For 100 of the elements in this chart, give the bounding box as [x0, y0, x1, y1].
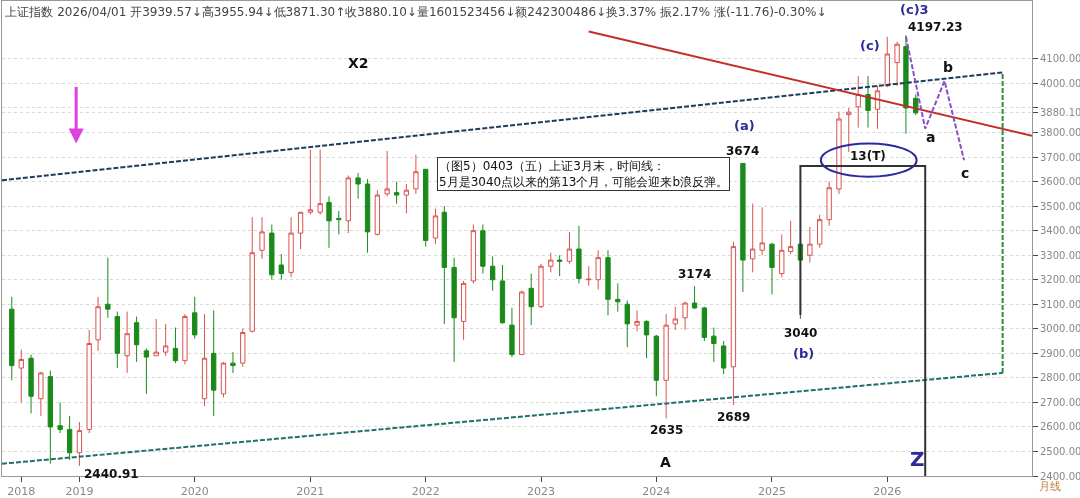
annotation: X2 — [348, 55, 369, 71]
candlestick — [163, 323, 169, 357]
candlestick — [787, 220, 794, 255]
y-tick-label: 4100.00 — [1040, 53, 1080, 65]
candlestick — [451, 257, 457, 363]
candlestick — [672, 306, 678, 331]
candlestick — [317, 149, 323, 216]
x-tick-label: 2018 — [7, 485, 36, 498]
y-tick-label: 2400.00 — [1040, 470, 1080, 482]
annotation: 4197.23 — [908, 20, 963, 34]
candlestick — [807, 226, 813, 264]
candlestick — [86, 329, 92, 434]
y-tick-label: 2700.00 — [1040, 396, 1080, 408]
candlestick — [894, 41, 900, 87]
candlestick — [865, 75, 871, 129]
candlestick — [249, 216, 255, 333]
candlestick — [634, 309, 640, 332]
candlestick — [66, 415, 73, 461]
candlestick — [691, 285, 698, 310]
line-series — [904, 35, 966, 162]
annotation: b — [943, 59, 954, 75]
candlestick — [566, 231, 573, 265]
annotation: 2440.91 — [84, 467, 139, 481]
candlestick — [759, 206, 765, 256]
candlestick — [172, 327, 179, 364]
candlestick — [460, 280, 467, 341]
candlestick — [47, 370, 54, 465]
y-tick-label: 3600.00 — [1040, 176, 1080, 188]
candlestick — [519, 290, 525, 356]
candlestick — [884, 36, 890, 88]
x-tick-label: 2026 — [873, 485, 902, 498]
candlestick — [846, 107, 852, 153]
candlestick — [750, 203, 756, 273]
candlestick — [624, 300, 630, 348]
y-tick-label: 3400.00 — [1040, 225, 1080, 237]
candlestick — [556, 254, 563, 277]
candlestick — [528, 273, 534, 326]
candlestick — [855, 75, 861, 129]
candlestick — [480, 224, 486, 275]
y-tick-label: 3000.00 — [1040, 323, 1080, 335]
annotation: 2689 — [717, 410, 751, 424]
candlestick — [124, 311, 130, 374]
candlestick — [38, 371, 44, 417]
candlestick — [297, 211, 304, 250]
y-tick-label: 2800.00 — [1040, 372, 1080, 384]
annotation: (c) — [860, 38, 880, 53]
annotation: （图5）0403（五）上证3月末，时间线： 5月是3040点以来的第13个月，可能会迎来b浪反弹。 — [439, 159, 729, 189]
y-tick-label: 2600.00 — [1040, 421, 1080, 433]
candlestick — [499, 264, 506, 325]
candlestick — [143, 347, 150, 395]
candlestick — [701, 306, 708, 342]
candlestick — [817, 214, 823, 249]
candlestick — [201, 313, 208, 407]
candlestick — [105, 257, 111, 319]
annotation: (c)3 — [900, 2, 929, 17]
candlestick — [586, 265, 592, 287]
annotation: 13(T) — [850, 149, 886, 163]
x-tick-label: 2021 — [296, 485, 325, 498]
annotation: (b) — [793, 346, 815, 361]
x-tick-label: 2024 — [642, 485, 671, 498]
candlestick — [153, 318, 159, 357]
candlestick — [114, 311, 120, 369]
text: 月线 — [1039, 480, 1061, 493]
annotation: A — [660, 454, 671, 470]
candlestick — [441, 205, 447, 325]
x-tick-label: 2023 — [527, 485, 556, 498]
candlestick — [76, 421, 83, 467]
candlestick — [192, 296, 198, 340]
candlestick — [769, 242, 775, 295]
candlestick — [374, 189, 381, 237]
candlestick — [182, 313, 188, 365]
candlestick — [432, 208, 439, 245]
candlestick — [18, 349, 24, 403]
annotation: c — [961, 165, 970, 181]
candlestick — [403, 183, 410, 214]
annotation: 3174 — [678, 267, 712, 281]
x-tick-label: 2022 — [411, 485, 440, 498]
candlestick — [576, 225, 582, 284]
candlestick — [259, 216, 265, 260]
candlestick — [57, 401, 63, 434]
y-tick-label: 2900.00 — [1040, 347, 1080, 359]
candlestick — [538, 263, 544, 309]
annotation: (a) — [734, 118, 755, 133]
y-tick-label: 2500.00 — [1040, 445, 1080, 457]
candlestick — [836, 111, 842, 195]
candlestick — [336, 210, 342, 235]
candlestick — [211, 309, 217, 417]
candlestick — [220, 361, 227, 398]
candlestick — [278, 253, 284, 281]
candlestick — [903, 34, 909, 135]
candlestick — [413, 154, 419, 195]
candlestick — [393, 181, 400, 205]
y-tick-label: 3800.00 — [1040, 127, 1080, 139]
y-tick-label: 3100.00 — [1040, 298, 1080, 310]
candlestick — [326, 195, 332, 249]
y-tick-label: 4000.00 — [1040, 77, 1080, 89]
candlestick — [423, 168, 429, 248]
candlestick — [720, 340, 727, 375]
y-tick-label: 3700.00 — [1040, 151, 1080, 163]
candlestick — [779, 233, 785, 278]
